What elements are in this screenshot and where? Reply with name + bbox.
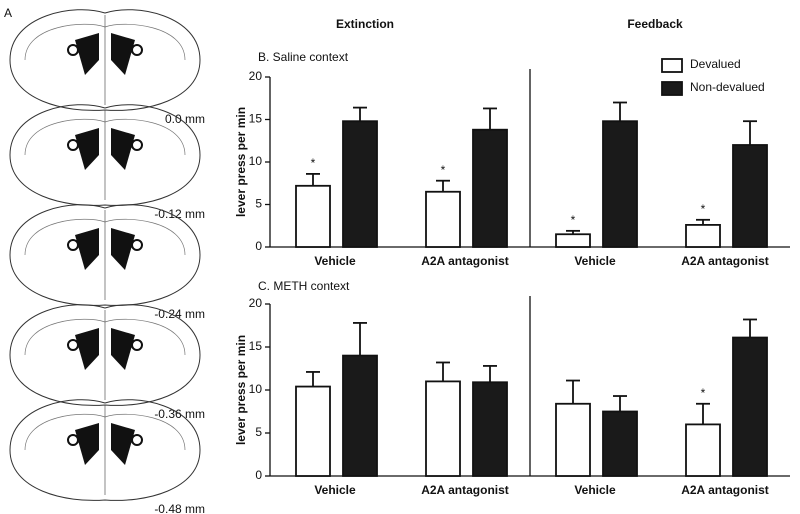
bar <box>295 385 331 477</box>
site <box>67 139 79 151</box>
bar <box>295 184 331 248</box>
bar <box>425 190 461 248</box>
ventricle <box>111 33 135 75</box>
brain-outline <box>9 399 201 501</box>
x-tick-label: Vehicle <box>574 254 616 268</box>
site <box>131 339 143 351</box>
site <box>67 44 79 56</box>
y-tick-label: 0 <box>255 239 262 253</box>
legend-label: Non-devalued <box>690 80 765 94</box>
x-tick-label: Vehicle <box>314 483 356 497</box>
y-tick-label: 5 <box>255 425 262 439</box>
bar <box>425 380 461 477</box>
significance: * <box>701 386 706 400</box>
significance: * <box>311 156 316 170</box>
x-tick-label: A2A antagonist <box>421 483 509 497</box>
bar <box>342 354 378 477</box>
bar <box>602 120 638 248</box>
x-tick-label: A2A antagonist <box>681 254 769 268</box>
site <box>131 44 143 56</box>
brain-outline <box>9 204 201 306</box>
site <box>131 434 143 446</box>
ventricle <box>75 128 99 170</box>
ventricle <box>111 128 135 170</box>
x-tick-label: A2A antagonist <box>681 483 769 497</box>
bar <box>472 381 508 477</box>
site <box>67 434 79 446</box>
y-tick-label: 5 <box>255 197 262 211</box>
ventricle <box>75 33 99 75</box>
chart-title: B. Saline context <box>258 50 349 64</box>
site <box>67 239 79 251</box>
bar <box>732 144 768 248</box>
bar <box>555 402 591 477</box>
ventricle <box>111 328 135 370</box>
bar <box>602 410 638 477</box>
level-label: -0.24 mm <box>154 307 205 321</box>
x-tick-label: A2A antagonist <box>421 254 509 268</box>
significance: * <box>701 202 706 216</box>
significance: * <box>441 163 446 177</box>
bar <box>685 223 721 248</box>
brain-outline <box>9 104 201 206</box>
level-label: -0.48 mm <box>154 502 205 514</box>
y-axis-label: lever press per min <box>234 335 248 445</box>
legend-swatch <box>661 58 683 73</box>
panel-label: A <box>4 6 12 20</box>
bar <box>732 336 768 477</box>
x-tick-label: Vehicle <box>314 254 356 268</box>
y-tick-label: 10 <box>249 154 263 168</box>
group-header: Extinction <box>336 17 394 31</box>
y-tick-label: 15 <box>249 112 263 126</box>
site <box>67 339 79 351</box>
y-tick-label: 15 <box>249 339 263 353</box>
site <box>131 239 143 251</box>
bar <box>555 233 591 248</box>
significance: * <box>571 213 576 227</box>
y-tick-label: 20 <box>249 69 263 83</box>
bar <box>685 423 721 477</box>
group-header: Feedback <box>627 17 683 31</box>
bar <box>472 128 508 248</box>
y-axis-label: lever press per min <box>234 107 248 217</box>
chart-title: C. METH context <box>258 279 350 293</box>
y-tick-label: 10 <box>249 382 263 396</box>
ventricle <box>111 228 135 270</box>
ventricle <box>111 423 135 465</box>
y-tick-label: 0 <box>255 468 262 482</box>
legend-label: Devalued <box>690 57 741 71</box>
y-tick-label: 20 <box>249 296 263 310</box>
bar <box>342 120 378 248</box>
ventricle <box>75 228 99 270</box>
ventricle <box>75 328 99 370</box>
x-tick-label: Vehicle <box>574 483 616 497</box>
legend-swatch <box>661 81 683 96</box>
ventricle <box>75 423 99 465</box>
level-label: -0.12 mm <box>154 207 205 221</box>
site <box>131 139 143 151</box>
